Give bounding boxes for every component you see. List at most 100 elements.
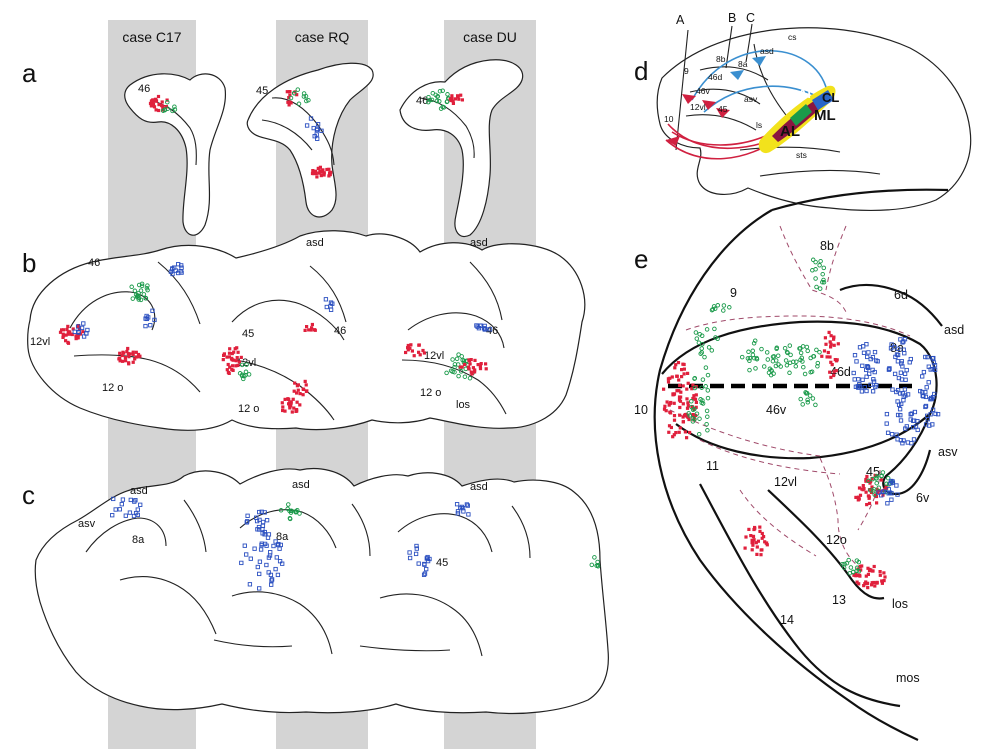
cell-mark-blue [898, 370, 904, 375]
cell-mark-blue [244, 520, 249, 525]
cell-mark-green [747, 367, 752, 373]
cell-mark-red [662, 387, 666, 391]
cell-mark-red [879, 478, 884, 482]
cell-mark-blue [319, 128, 324, 133]
cell-mark-blue [888, 481, 893, 486]
cell-mark-red [673, 366, 677, 370]
cell-mark-blue [868, 382, 873, 387]
cell-mark-red [694, 400, 698, 404]
cell-mark-red [412, 354, 416, 358]
cell-mark-red [828, 340, 832, 344]
cell-mark-red [763, 540, 767, 544]
cell-mark-blue [311, 125, 316, 131]
cell-mark-green [787, 370, 792, 376]
label-a-rq-45: 45 [256, 85, 268, 97]
cell-mark-red [828, 370, 832, 374]
cell-mark-green [813, 276, 818, 281]
cell-mark-blue [885, 430, 891, 435]
cell-mark-green [721, 308, 726, 313]
cell-mark-green [821, 265, 827, 271]
cell-mark-blue [487, 327, 493, 332]
label-c-c17-asv: asv [78, 518, 96, 530]
cell-mark-green [295, 87, 301, 92]
cell-mark-green [746, 349, 751, 355]
cell-mark-blue [885, 501, 890, 506]
cell-mark-blue [895, 399, 900, 404]
cell-mark-green [884, 481, 889, 487]
cell-mark-red [686, 404, 690, 408]
cell-mark-blue [262, 532, 267, 537]
cell-mark-red [301, 393, 305, 397]
cell-mark-red [304, 383, 308, 387]
cell-mark-red [280, 401, 284, 405]
cell-mark-red [226, 370, 230, 375]
label-b-c17-12o: 12 o [102, 382, 123, 394]
cell-mark-blue [454, 502, 460, 507]
cell-mark-red [744, 535, 748, 539]
cell-mark-red [743, 546, 747, 550]
cell-mark-green [879, 473, 884, 479]
cell-mark-red [685, 397, 689, 401]
cell-mark-green [775, 353, 781, 358]
cell-mark-red [759, 548, 763, 552]
cell-mark-blue [245, 513, 250, 518]
cell-mark-blue [864, 374, 869, 379]
cell-mark-green [138, 288, 144, 293]
cell-mark-blue [239, 560, 244, 566]
cell-mark-red [451, 101, 455, 105]
cell-mark-red [303, 328, 307, 332]
label-c-rq-8a: 8a [276, 531, 289, 543]
cell-mark-blue [915, 427, 920, 433]
cell-mark-blue [903, 377, 908, 382]
cell-mark-red [410, 349, 414, 353]
panel-label-a: a [22, 58, 37, 88]
cell-mark-blue [894, 352, 900, 357]
cell-mark-red [755, 552, 759, 556]
cell-mark-red [288, 406, 292, 410]
cell-mark-blue [860, 363, 865, 368]
cell-mark-blue [908, 417, 913, 422]
cell-mark-green [754, 355, 759, 361]
cell-mark-green [687, 413, 692, 418]
cell-mark-red [861, 484, 865, 488]
cell-mark-blue [923, 422, 929, 427]
cell-mark-red [749, 534, 753, 538]
cell-mark-green [753, 366, 758, 371]
label-e-11: 11 [706, 459, 719, 473]
cell-mark-red [460, 98, 464, 102]
cell-mark-green [821, 277, 826, 283]
cell-mark-blue [879, 493, 884, 498]
cell-mark-red [878, 570, 882, 574]
cell-mark-red [864, 574, 868, 578]
cell-mark-blue [127, 510, 133, 515]
cell-mark-blue [888, 346, 894, 351]
cell-mark-green [301, 91, 307, 96]
cell-mark-green [811, 354, 817, 359]
cell-mark-red [222, 353, 226, 357]
cell-mark-green [846, 557, 851, 563]
cell-mark-red [316, 166, 320, 170]
cell-mark-green [798, 396, 803, 402]
cell-mark-red [295, 400, 299, 404]
cell-mark-red [298, 403, 302, 407]
cell-mark-blue [461, 509, 466, 514]
cell-mark-red [681, 402, 685, 406]
cell-mark-green [747, 358, 752, 364]
cell-mark-red [822, 349, 827, 353]
cell-mark-red [829, 345, 833, 349]
cell-mark-blue [865, 354, 870, 360]
cell-mark-red [283, 397, 287, 401]
cell-mark-green [787, 360, 793, 366]
cell-mark-red [409, 343, 413, 347]
cell-mark-green [467, 375, 473, 381]
label-b-du-los: los [456, 399, 471, 411]
cell-mark-blue [905, 392, 911, 397]
cell-mark-blue [905, 440, 911, 445]
cell-mark-blue [902, 387, 908, 392]
cell-mark-blue [257, 559, 263, 564]
cell-mark-green [702, 354, 707, 360]
cell-mark-red [421, 348, 425, 353]
cell-mark-blue [474, 323, 479, 328]
cell-mark-red [760, 536, 764, 540]
